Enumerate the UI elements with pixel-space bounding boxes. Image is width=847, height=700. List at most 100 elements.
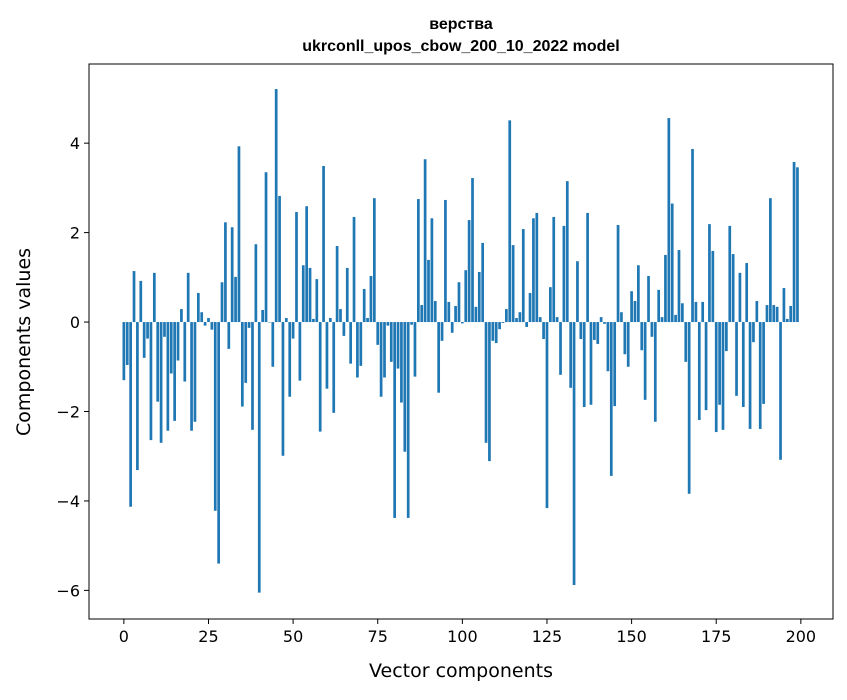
bar-183 xyxy=(742,322,745,407)
bar-173 xyxy=(708,224,711,322)
bar-2 xyxy=(129,322,132,507)
bar-41 xyxy=(261,310,264,322)
bar-67 xyxy=(349,322,352,364)
bar-168 xyxy=(691,149,694,322)
bar-154 xyxy=(644,322,647,400)
bar-25 xyxy=(207,318,210,322)
chart-subtitle: ukrconll_upos_cbow_200_10_2022 model xyxy=(302,38,619,55)
bar-191 xyxy=(769,198,772,322)
bar-178 xyxy=(725,322,728,351)
bar-160 xyxy=(664,255,667,322)
bar-74 xyxy=(373,198,376,322)
bar-37 xyxy=(248,322,251,328)
bar-88 xyxy=(420,305,423,322)
bar-83 xyxy=(403,322,406,452)
bar-56 xyxy=(312,319,315,322)
bar-82 xyxy=(400,322,403,402)
bar-5 xyxy=(139,281,142,322)
bar-107 xyxy=(485,322,488,443)
bar-117 xyxy=(519,312,522,322)
bar-86 xyxy=(414,322,417,377)
bar-166 xyxy=(684,322,687,362)
bar-120 xyxy=(529,293,532,322)
bar-68 xyxy=(353,217,356,322)
bar-186 xyxy=(752,322,755,342)
bar-4 xyxy=(136,322,139,470)
bar-140 xyxy=(596,322,599,344)
bar-54 xyxy=(305,206,308,322)
bar-171 xyxy=(701,302,704,322)
bar-157 xyxy=(654,322,657,422)
bar-126 xyxy=(549,287,552,322)
bar-139 xyxy=(593,322,596,340)
bars-group xyxy=(123,89,799,593)
bar-22 xyxy=(197,293,200,322)
bar-119 xyxy=(525,322,528,327)
chart-title: верства xyxy=(429,16,493,33)
bar-121 xyxy=(532,218,535,322)
bar-170 xyxy=(698,322,701,420)
x-tick-label: 50 xyxy=(283,627,303,646)
bar-124 xyxy=(542,322,545,339)
bar-9 xyxy=(153,273,156,322)
bar-17 xyxy=(180,309,183,322)
y-tick-label: 0 xyxy=(70,313,80,332)
bar-47 xyxy=(282,322,285,456)
bar-182 xyxy=(739,273,742,322)
bar-61 xyxy=(329,318,332,322)
bar-152 xyxy=(637,265,640,322)
bar-122 xyxy=(535,213,538,322)
bar-141 xyxy=(600,317,603,322)
bar-109 xyxy=(491,322,494,341)
bar-96 xyxy=(447,302,450,322)
bar-75 xyxy=(376,322,379,345)
bar-198 xyxy=(793,162,796,322)
bar-116 xyxy=(515,318,518,322)
bar-18 xyxy=(183,322,186,381)
bar-98 xyxy=(454,306,457,322)
bar-8 xyxy=(150,322,153,440)
bar-80 xyxy=(393,322,396,518)
bar-177 xyxy=(722,322,725,430)
bar-59 xyxy=(322,166,325,322)
x-tick-label: 150 xyxy=(616,627,647,646)
y-tick-label: −2 xyxy=(56,402,80,421)
bar-133 xyxy=(573,322,576,585)
bar-174 xyxy=(711,251,714,322)
x-tick-label: 100 xyxy=(447,627,478,646)
bar-149 xyxy=(627,322,630,367)
y-tick-label: −6 xyxy=(56,581,80,600)
y-axis-label: Components values xyxy=(13,248,35,436)
bar-13 xyxy=(167,322,170,431)
bar-195 xyxy=(783,288,786,322)
bar-40 xyxy=(258,322,261,593)
bar-92 xyxy=(434,301,437,322)
bar-199 xyxy=(796,167,799,322)
bar-20 xyxy=(190,322,193,431)
x-tick-label: 25 xyxy=(198,627,218,646)
bar-34 xyxy=(238,146,241,322)
bar-162 xyxy=(671,204,674,323)
bar-147 xyxy=(620,312,623,322)
bar-87 xyxy=(417,199,420,322)
bar-113 xyxy=(505,309,508,322)
bar-27 xyxy=(214,322,217,511)
bar-99 xyxy=(458,282,461,322)
bar-167 xyxy=(688,322,691,494)
bar-78 xyxy=(387,322,390,326)
bar-181 xyxy=(735,322,738,396)
bar-118 xyxy=(522,229,525,322)
bar-197 xyxy=(789,306,792,322)
bar-161 xyxy=(667,118,670,322)
bar-15 xyxy=(173,322,176,421)
bar-175 xyxy=(715,322,718,432)
bar-110 xyxy=(495,322,498,343)
bar-138 xyxy=(590,322,593,405)
bar-187 xyxy=(755,301,758,322)
bar-104 xyxy=(475,307,478,322)
bar-144 xyxy=(610,322,613,476)
x-axis-label: Vector components xyxy=(369,660,553,682)
bar-6 xyxy=(143,322,146,358)
